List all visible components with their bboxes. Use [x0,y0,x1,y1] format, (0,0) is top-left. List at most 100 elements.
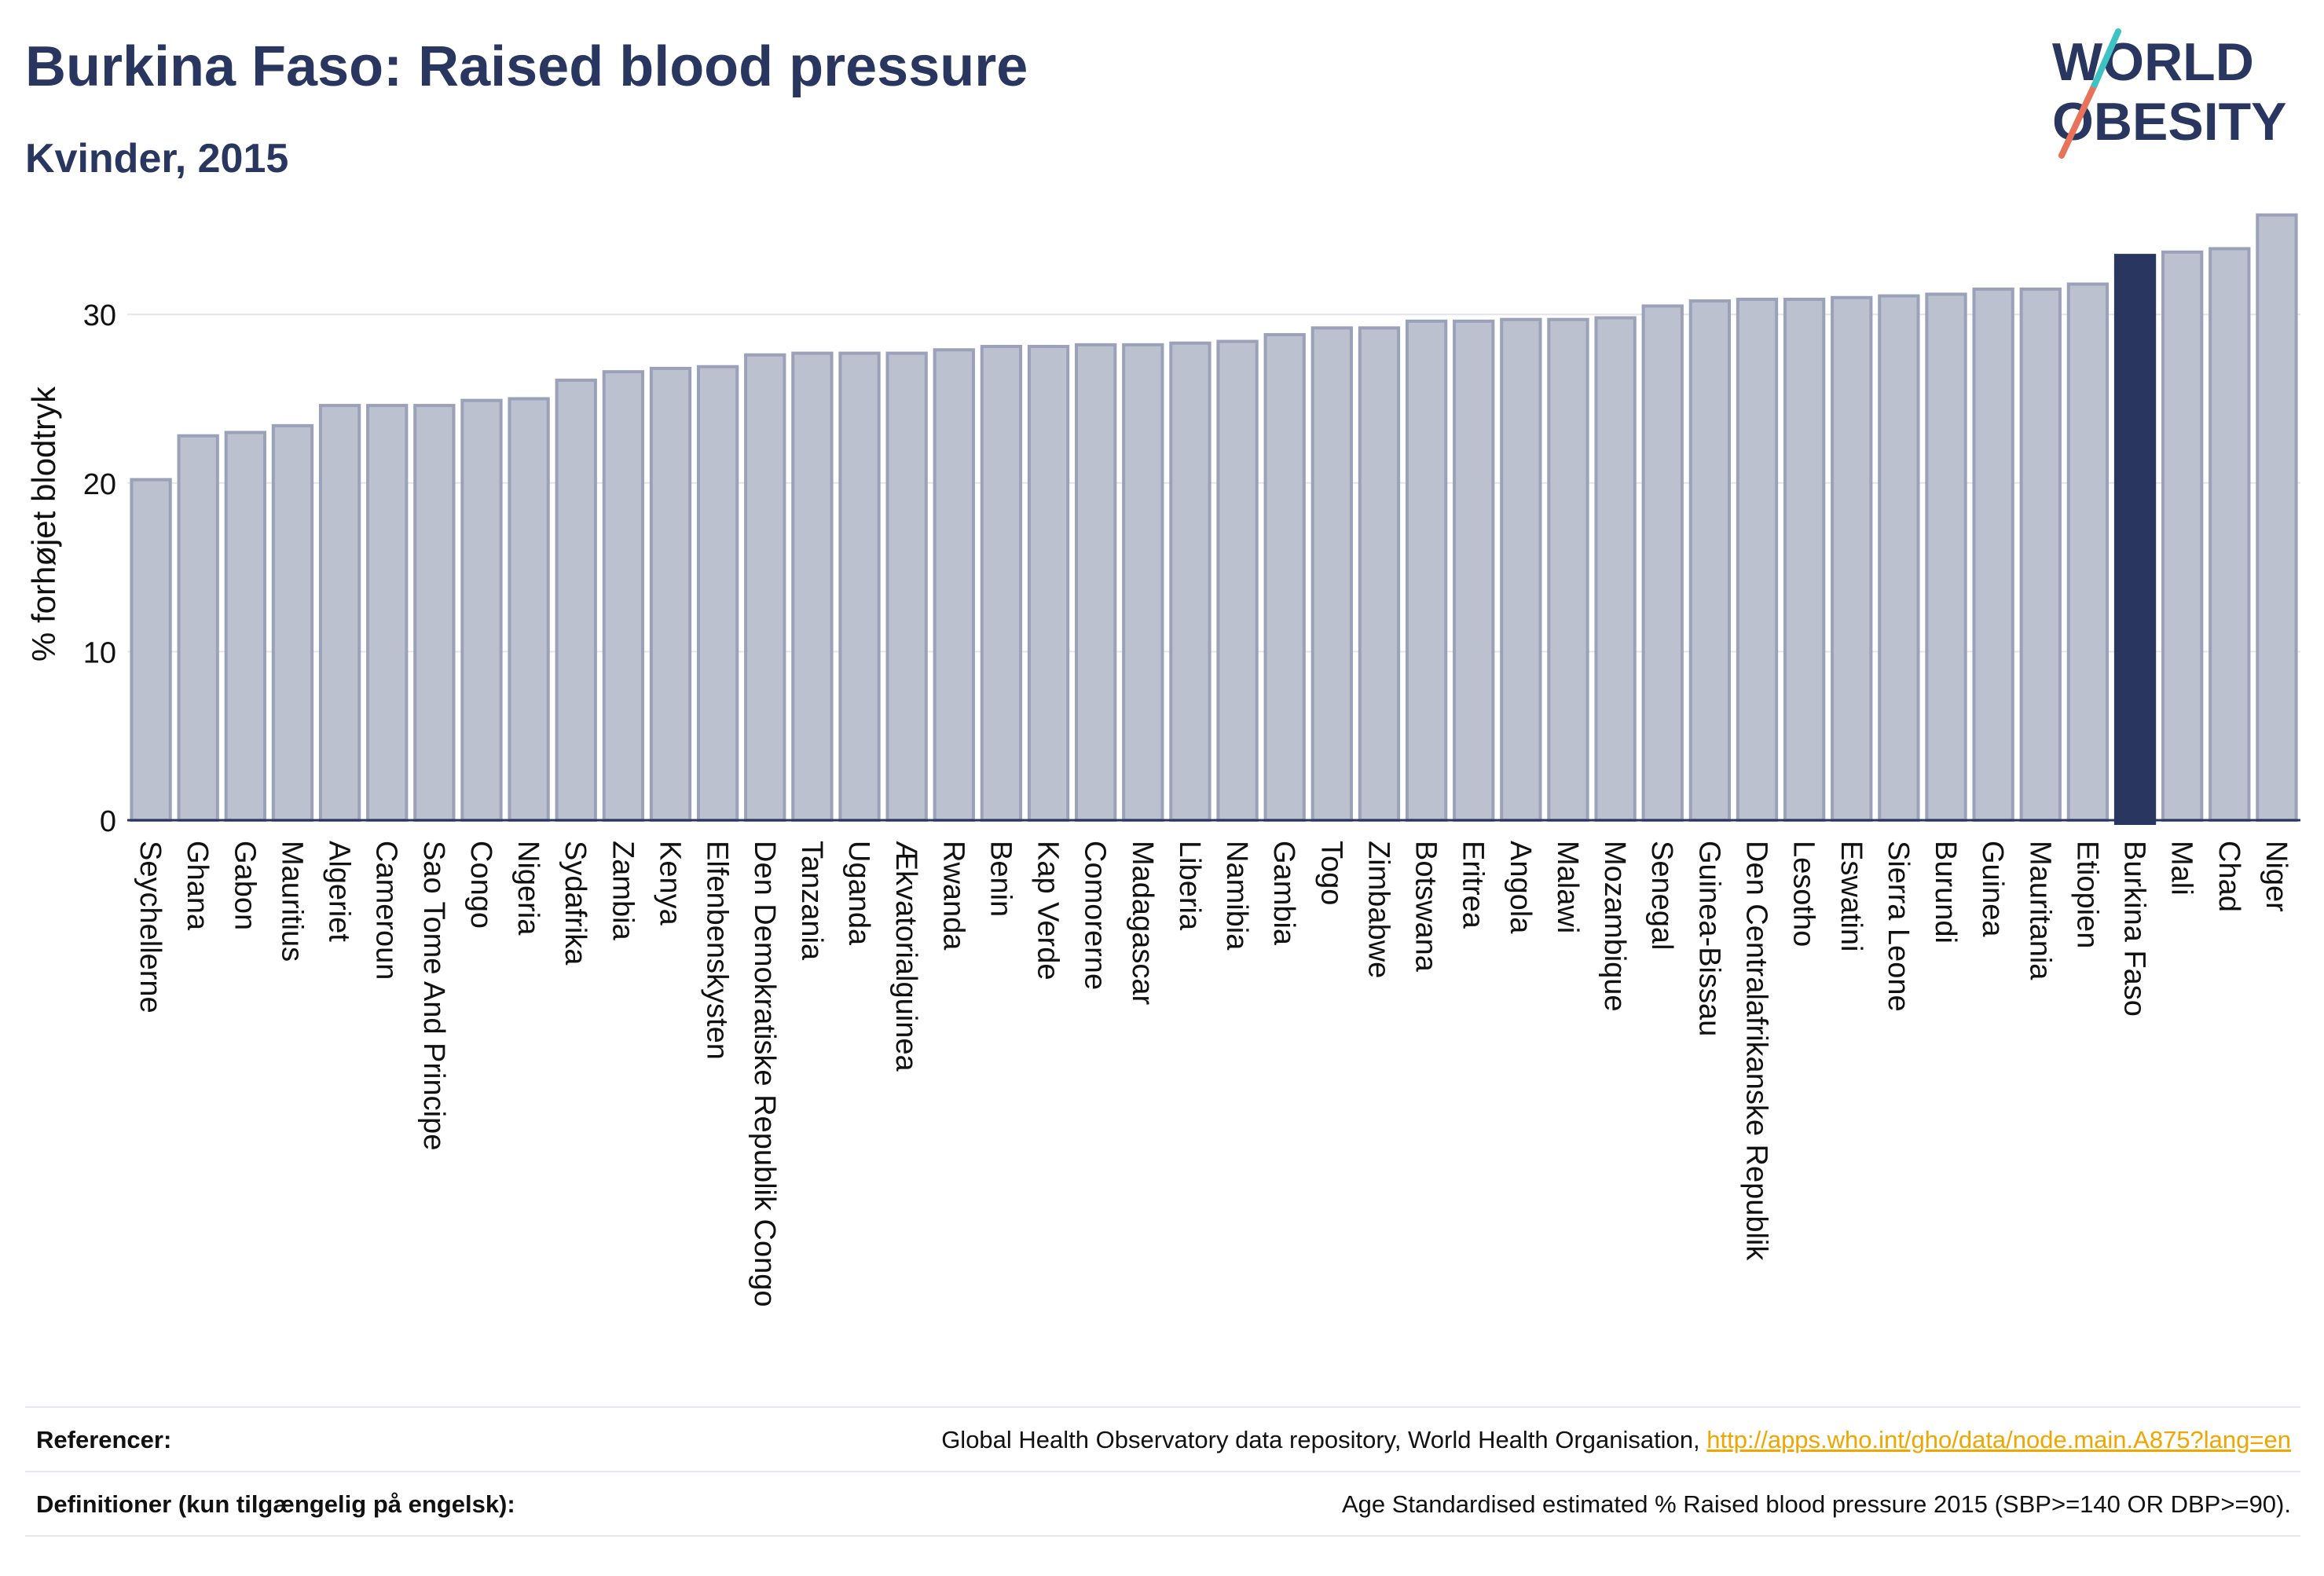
x-tick-label: Comorerne [1079,841,1112,990]
bar [271,423,314,822]
highlighted-bar [2113,254,2157,825]
bar [1453,319,1495,822]
bar [744,353,786,822]
x-tick-label: Burundi [1929,841,1962,944]
x-tick-label: Benin [984,841,1017,917]
x-tick-label: Ækvatorialguinea [889,841,922,1072]
bar [2161,250,2204,822]
bar [318,404,361,822]
bar [1641,304,1684,822]
bar [838,351,881,822]
bar [980,344,1023,822]
y-tick-label: 10 [83,636,116,669]
references-value: Global Health Observatory data repositor… [941,1426,2300,1454]
x-tick-label: Nigeria [511,841,544,936]
logo-slash-red [2058,82,2098,159]
x-tick-label: Kenya [654,841,687,926]
bar [555,378,597,823]
x-tick-label: Elfenbenskysten [701,841,734,1060]
bar [2256,213,2298,822]
x-tick-label: Botswana [1409,841,1442,973]
references-link[interactable]: http://apps.who.int/gho/data/node.main.A… [1706,1426,2291,1453]
bar [696,365,739,822]
logo-slash-teal [2091,28,2121,88]
x-tick-label: Den Demokratiske Republik Congo [748,841,781,1307]
bar [1216,339,1259,823]
bar [460,398,503,822]
bar [177,434,219,822]
x-tick-label: Burkina Faso [2118,841,2151,1017]
x-tick-label: Eritrea [1457,841,1490,929]
bar [1075,343,1117,822]
bar [791,351,834,822]
bar [2209,247,2251,822]
x-tick-label: Gambia [1267,841,1300,946]
y-axis-label: % forhøjet blodtryk [25,386,62,662]
x-tick-label: Ghana [181,841,214,931]
x-tick-label: Mauritius [275,841,308,962]
x-tick-label: Senegal [1645,841,1678,950]
bar [224,431,266,822]
y-tick-label: 0 [100,805,116,838]
x-tick-label: Guinea-Bissau [1692,841,1725,1036]
x-tick-label: Mali [2165,841,2198,896]
bar [2066,282,2110,823]
x-tick-label: Sydafrika [559,841,592,966]
bar [602,370,645,822]
footer-divider [25,1535,2300,1537]
bar [366,404,409,822]
bar [885,351,928,822]
bar [413,404,456,822]
bar [1594,316,1637,822]
y-tick-label: 30 [83,299,116,332]
definitions-row: Definitioner (kun tilgængelig på engelsk… [25,1471,2300,1537]
bar [1831,295,1873,822]
bar-chart: 0 10 20 30 % forhøjet blodtryk Seychellerne Gh… [25,213,2300,1307]
bar [1310,326,1353,822]
x-tick-label: Sao Tome And Principe [417,841,450,1150]
x-tick-label: Gabon [228,841,261,930]
x-tick-label: Mauritania [2023,841,2056,980]
x-tick-label: Zimbabwe [1362,841,1395,978]
chart-title: Burkina Faso: Raised blood pressure [25,35,1028,98]
world-obesity-logo: WORLD OBESITY [2052,28,2287,159]
x-tick-label: Zambia [606,841,639,941]
logo-line-obesity: OBESITY [2052,92,2287,152]
bar [1263,332,1306,822]
x-tick-label: Congo [464,841,497,929]
x-tick-label: Lesotho [1787,841,1820,947]
references-text: Global Health Observatory data repositor… [941,1426,1707,1453]
x-tick-label: Cameroun [370,841,403,980]
logo-line-world: WORLD [2052,32,2254,92]
bar [130,478,172,822]
bar [1500,317,1542,822]
bar [1358,326,1401,822]
x-tick-label: Eswatini [1835,841,1868,952]
bar [933,348,975,822]
bar [1169,341,1211,822]
x-tick-label: Seychellerne [134,841,167,1013]
bar [649,366,692,822]
x-tick-label: Etiopien [2070,841,2103,948]
x-tick-label: Guinea [1976,841,2009,937]
bar [1972,288,2014,822]
x-tick-label: Chad [2212,841,2245,912]
x-tick-label: Angola [1504,841,1537,934]
x-tick-label: Kap Verde [1032,841,1065,980]
x-tick-label: Niger [2260,841,2293,912]
x-tick-label: Malawi [1551,841,1584,933]
references-row: Referencer: Global Health Observatory da… [25,1406,2300,1472]
chart-subtitle: Kvinder, 2015 [25,136,289,181]
x-tick-label: Namibia [1220,841,1253,951]
definitions-text: Age Standardised estimated % Raised bloo… [1341,1490,2291,1518]
bar [1122,343,1164,822]
x-tick-label: Liberia [1173,841,1206,931]
bar [1027,344,1070,822]
x-tick-label: Uganda [842,841,875,946]
bar [1878,294,1920,822]
x-tick-label: Madagascar [1126,841,1159,1005]
y-tick-label: 20 [83,468,116,501]
x-tick-label: Den Centralafrikanske Republik [1740,841,1773,1261]
x-tick-label: Rwanda [937,841,970,951]
definitions-label: Definitioner (kun tilgængelig på engelsk… [36,1490,515,1518]
